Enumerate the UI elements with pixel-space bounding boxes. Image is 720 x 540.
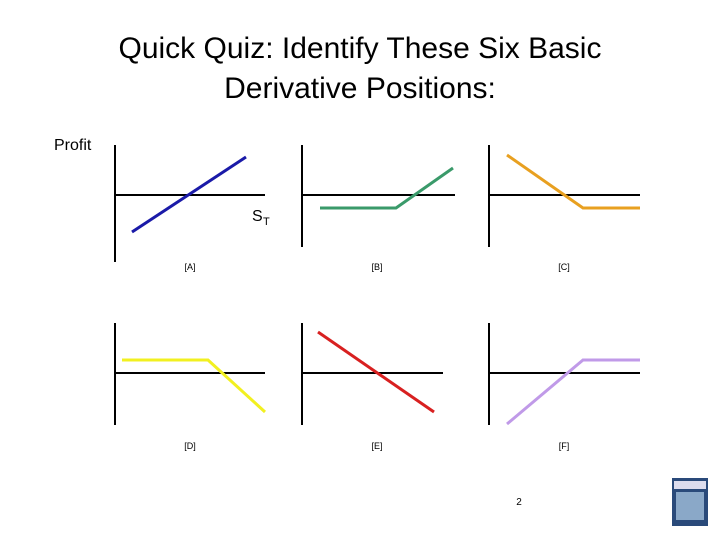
book-cover bbox=[672, 478, 708, 526]
panel-label: [D] bbox=[184, 441, 196, 451]
panel-label: [A] bbox=[184, 262, 195, 272]
x-axis-subscript: T bbox=[263, 216, 270, 228]
y-axis-label: Profit bbox=[54, 137, 92, 154]
panel-label: [B] bbox=[371, 262, 382, 272]
payoff-line bbox=[506, 358, 640, 426]
panel-label: [E] bbox=[371, 441, 382, 451]
payoff-line bbox=[317, 330, 435, 414]
payoff-line bbox=[506, 153, 640, 210]
panel-label: [C] bbox=[558, 262, 570, 272]
title-line: Derivative Positions: bbox=[224, 72, 496, 105]
title-line: Quick Quiz: Identify These Six Basic bbox=[119, 32, 602, 65]
payoff-line bbox=[131, 155, 247, 234]
x-axis-label: S bbox=[252, 208, 263, 225]
payoff-line bbox=[320, 166, 454, 210]
payoff-line bbox=[122, 358, 267, 414]
page-number: 2 bbox=[516, 497, 522, 508]
panel-label: [F] bbox=[559, 441, 570, 451]
